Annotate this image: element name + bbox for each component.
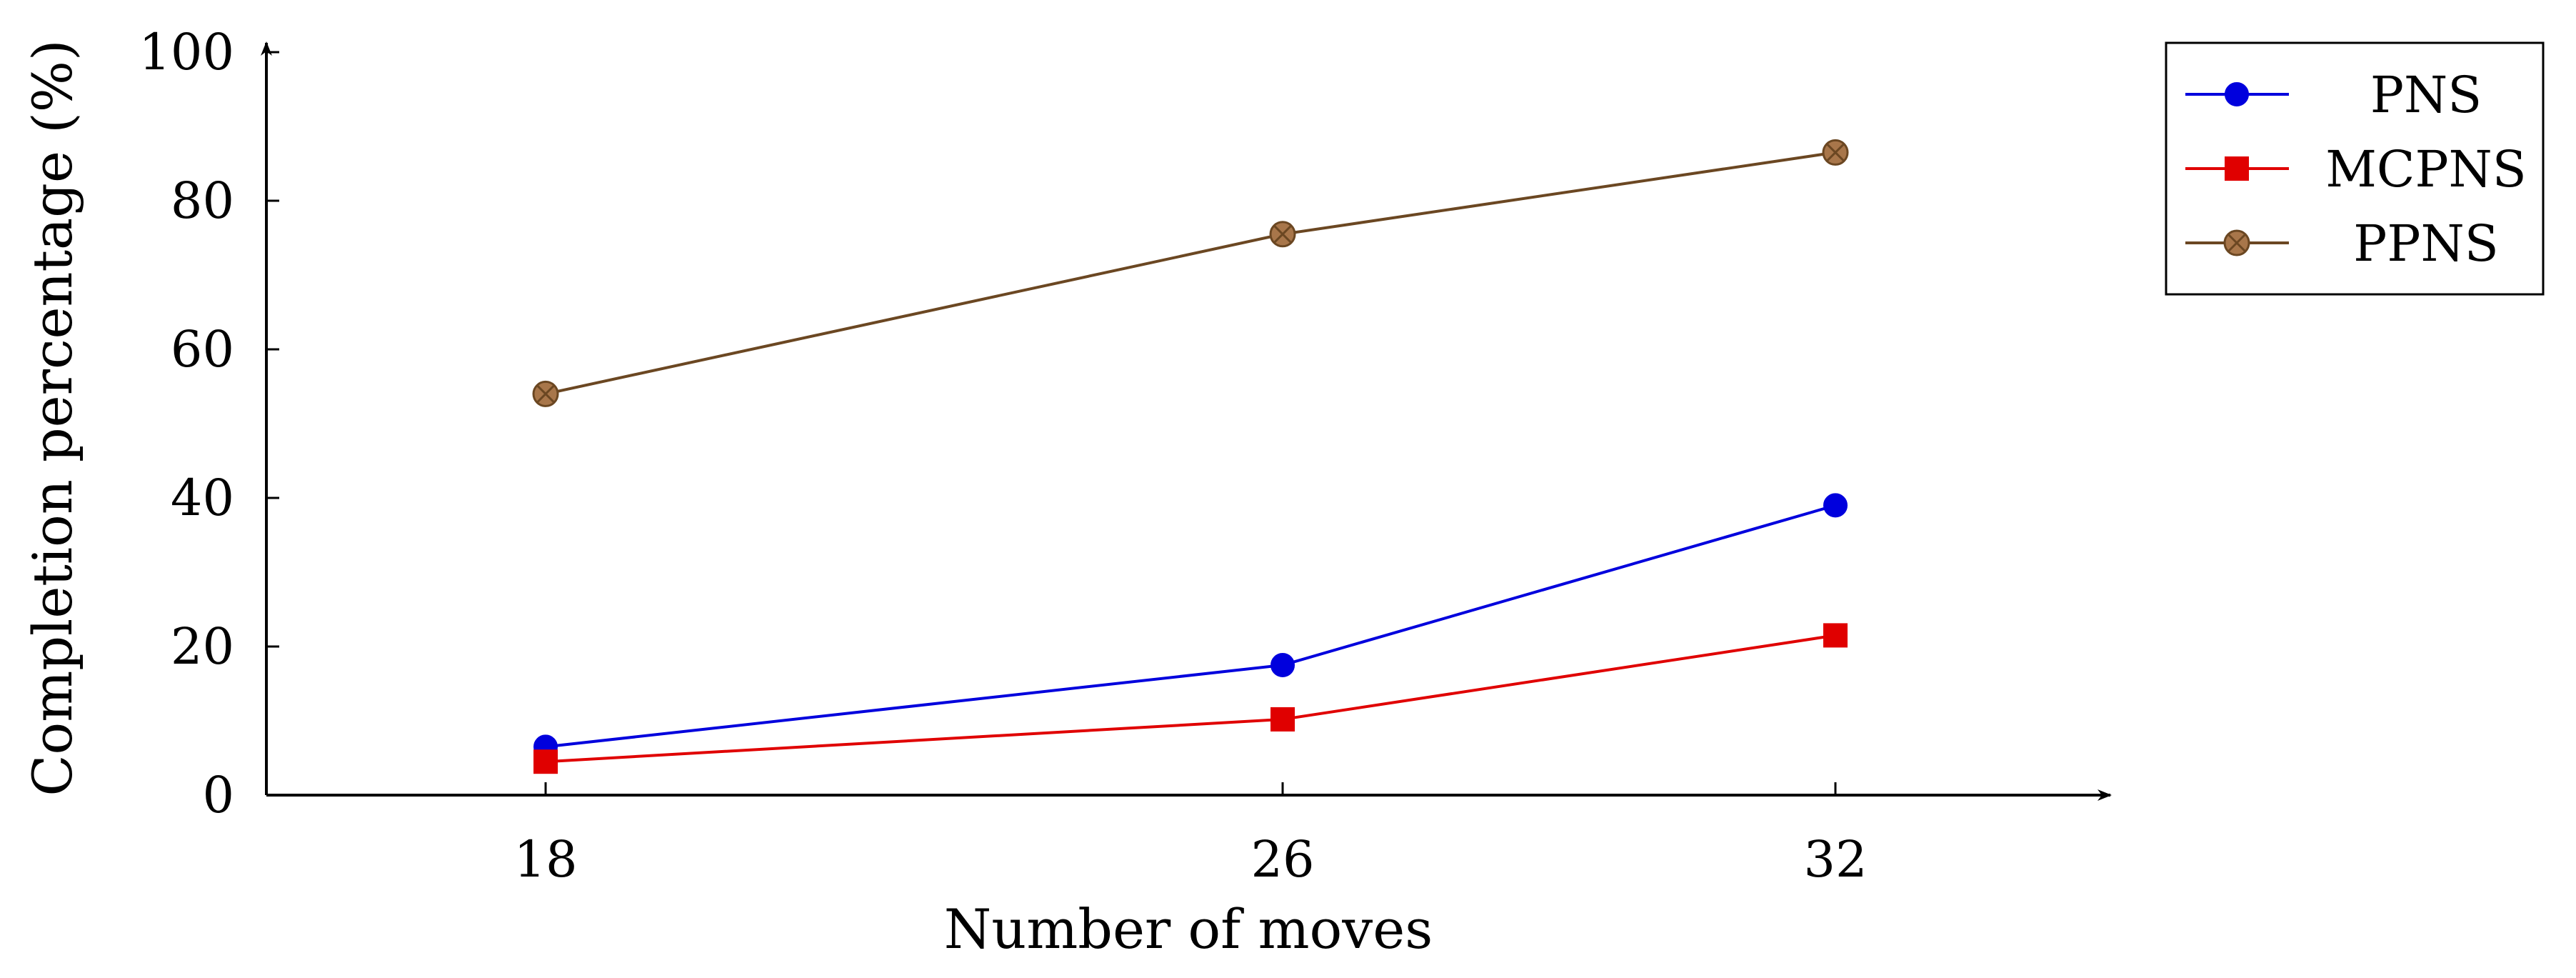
data-point [533, 749, 558, 774]
y-tick-label: 100 [139, 23, 234, 81]
series-line [545, 504, 1836, 749]
y-tick-label: 40 [171, 469, 234, 527]
y-tick-label: 80 [171, 171, 234, 230]
legend-item: PNS [2185, 66, 2482, 124]
data-point [1823, 493, 1848, 518]
x-axis-label: Number of moves [944, 897, 1433, 961]
legend-swatch-marker [2225, 82, 2249, 106]
x-tick-label: 26 [1251, 830, 1314, 889]
legend-item: PPNS [2185, 214, 2499, 273]
series-ppns [532, 139, 1849, 407]
x-tick-label: 32 [1803, 830, 1867, 889]
legend-label: PNS [2370, 66, 2482, 124]
series-pns [533, 493, 1848, 759]
data-point [1271, 707, 1295, 732]
data-point [1271, 653, 1295, 677]
series-line [545, 151, 1836, 396]
x-tick-label: 18 [513, 830, 577, 889]
y-tick-label: 60 [171, 320, 234, 379]
data-point [1269, 221, 1296, 248]
x-ticks: 18 26 32 [513, 782, 1868, 889]
data-point [1823, 623, 1848, 648]
y-axis-label: Completion percentage (%) [21, 39, 84, 796]
data-point [532, 380, 559, 407]
data-point [1822, 139, 1849, 166]
series-layer [532, 139, 1849, 774]
y-ticks: 0 20 40 60 80 100 [139, 23, 279, 824]
legend-swatch-marker [2223, 229, 2250, 256]
y-tick-label: 0 [202, 766, 234, 824]
legend: PNS MCPNS PPNS [2165, 41, 2545, 296]
legend-swatch-marker [2225, 156, 2249, 181]
legend-item: MCPNS [2185, 140, 2527, 199]
legend-label: MCPNS [2325, 140, 2527, 199]
y-tick-label: 20 [171, 617, 234, 676]
legend-label: PPNS [2353, 214, 2498, 273]
series-mcpns [533, 623, 1848, 774]
series-line [545, 634, 1836, 764]
